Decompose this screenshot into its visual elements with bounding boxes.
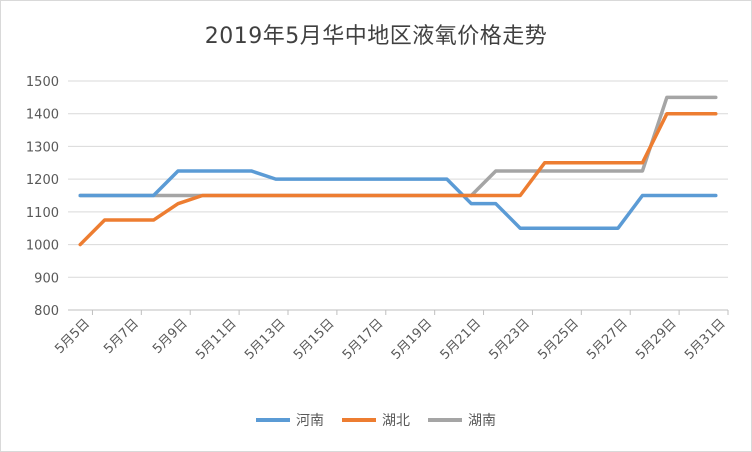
- x-tick-label: 5月13日: [242, 316, 289, 363]
- y-tick-label: 1000: [26, 239, 59, 254]
- series-line-hubei: [78, 111, 718, 247]
- y-tick-label: 800: [34, 304, 59, 319]
- x-tick-label: 5月17日: [340, 316, 387, 363]
- series-line-henan: [78, 169, 718, 230]
- series-lines: [78, 95, 718, 247]
- legend-item-hunan: 湖南: [428, 410, 496, 430]
- y-tick-label: 1200: [26, 173, 59, 188]
- chart-title: 2019年5月华中地区液氧价格走势: [204, 24, 548, 49]
- x-tick-label: 5月23日: [487, 316, 534, 363]
- legend-swatch: [428, 418, 462, 422]
- legend-label: 湖南: [468, 413, 496, 429]
- x-tick-label: 5月11日: [193, 316, 240, 363]
- x-tick-label: 5月31日: [682, 316, 729, 363]
- legend-swatch: [256, 418, 290, 422]
- x-tick-label: 5月25日: [535, 316, 582, 363]
- y-tick-label: 900: [34, 271, 59, 286]
- y-tick-label: 1300: [26, 140, 59, 155]
- x-tick-label: 5月19日: [389, 316, 436, 363]
- x-tick-label: 5月21日: [438, 316, 485, 363]
- x-tick-label: 5月27日: [584, 316, 631, 363]
- x-tick-label: 5月5日: [52, 316, 93, 357]
- x-tick-label: 5月9日: [150, 316, 191, 357]
- legend-item-henan: 河南: [256, 410, 324, 430]
- legend: 河南 湖北 湖南: [0, 410, 752, 430]
- x-tick-label: 5月29日: [633, 316, 680, 363]
- y-axis-ticks: 800 900 1000 1100 1200 1300 1400 1500: [26, 75, 59, 319]
- legend-label: 河南: [296, 413, 324, 429]
- x-tick-label: 5月15日: [291, 316, 338, 363]
- legend-label: 湖北: [382, 413, 410, 429]
- gridlines: [68, 80, 728, 311]
- legend-swatch: [342, 418, 376, 422]
- y-tick-label: 1500: [26, 75, 59, 90]
- x-tick-label: 5月7日: [101, 316, 142, 357]
- y-tick-label: 1100: [26, 206, 59, 221]
- y-tick-label: 1400: [26, 108, 59, 123]
- legend-item-hubei: 湖北: [342, 410, 410, 430]
- x-axis: 5月5日 5月7日 5月9日 5月11日 5月13日 5月15日 5月17日 5月19日 5月2…: [52, 309, 729, 363]
